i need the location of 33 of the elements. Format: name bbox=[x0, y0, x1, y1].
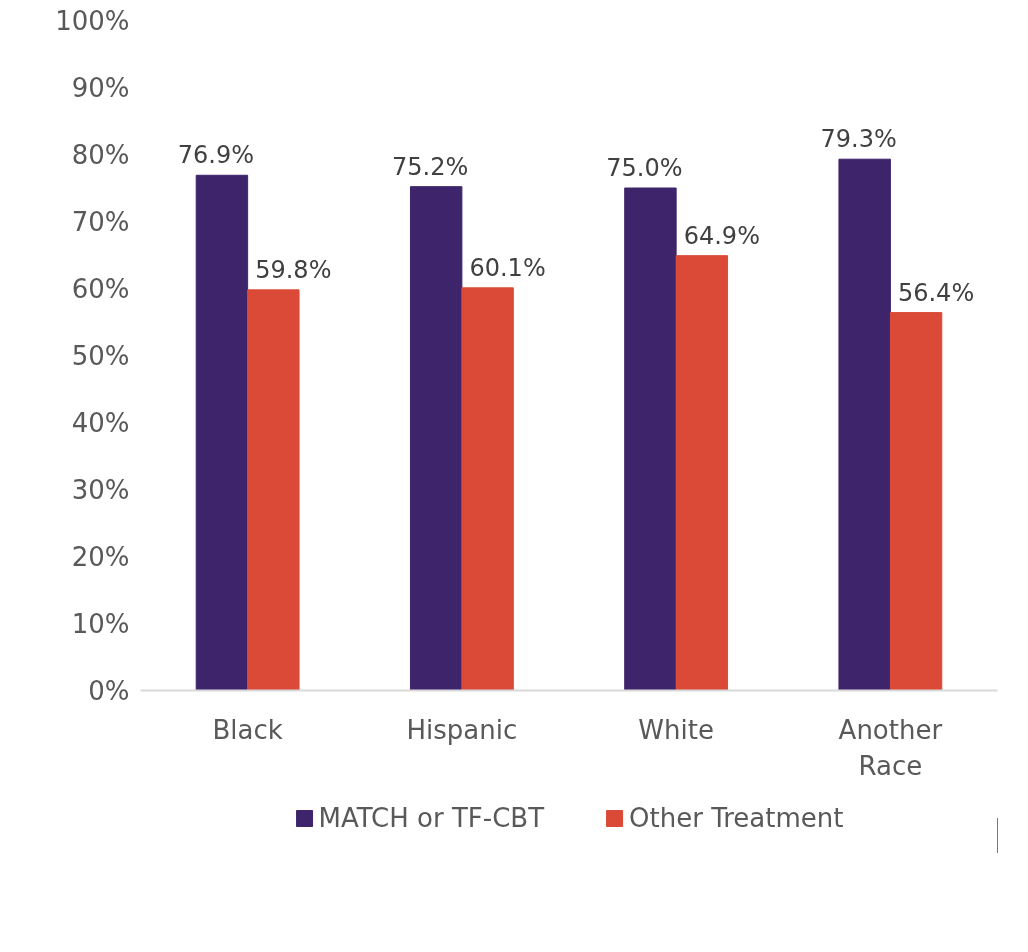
bar bbox=[409, 186, 463, 691]
bar bbox=[461, 287, 514, 691]
data-label: 75.0% bbox=[606, 154, 683, 182]
data-label: 64.9% bbox=[683, 221, 760, 250]
bar bbox=[195, 174, 249, 691]
y-tick-label: 70% bbox=[71, 206, 130, 237]
bar bbox=[247, 289, 300, 691]
legend-label: Other Treatment bbox=[629, 803, 844, 833]
y-tick-label: 40% bbox=[71, 407, 130, 438]
y-tick-label: 60% bbox=[71, 273, 130, 304]
y-tick-label: 80% bbox=[71, 139, 130, 170]
y-tick-label: 10% bbox=[71, 608, 130, 639]
y-tick-label: 30% bbox=[71, 474, 130, 505]
data-label: 76.9% bbox=[177, 141, 255, 170]
data-label: 75.2% bbox=[392, 152, 469, 181]
y-tick-label: 100% bbox=[55, 5, 130, 36]
x-tick-label: Black bbox=[212, 714, 283, 745]
bar bbox=[889, 312, 943, 691]
x-tick-label: White bbox=[638, 714, 714, 745]
bar bbox=[675, 255, 729, 691]
data-label: 59.8% bbox=[255, 255, 332, 284]
data-label: 60.1% bbox=[469, 253, 546, 282]
bar bbox=[624, 187, 677, 691]
y-tick-label: 20% bbox=[71, 541, 130, 572]
y-tick-label: 50% bbox=[71, 340, 130, 371]
y-tick-label: 90% bbox=[71, 72, 130, 103]
legend-label: MATCH or TF-CBT bbox=[318, 803, 545, 833]
x-tick-label: Hispanic bbox=[406, 714, 518, 745]
data-label: 56.4% bbox=[897, 278, 975, 307]
x-tick-label: Another Race bbox=[838, 714, 943, 781]
bar bbox=[838, 158, 891, 691]
y-tick-label: 0% bbox=[88, 675, 130, 706]
data-label: 79.3% bbox=[820, 125, 897, 154]
